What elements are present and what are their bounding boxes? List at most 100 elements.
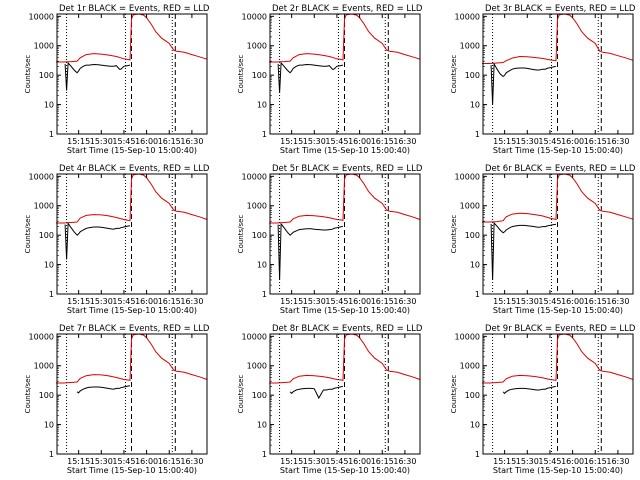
x-tick-label: 15:30	[303, 457, 326, 466]
panel-title: Det 5r BLACK = Events, RED = LLD	[272, 164, 423, 174]
x-axis-label: Start Time (15-Sep-10 15:00:40)	[493, 306, 623, 315]
plot-frame	[269, 13, 421, 135]
y-axis-label: Counts/sec	[450, 55, 458, 94]
x-tick-label: 15:30	[90, 137, 113, 146]
plot-frame	[56, 333, 208, 455]
series-line-lld	[269, 333, 421, 384]
x-tick-label: 16:30	[393, 297, 416, 306]
x-tick-label: 15:15	[67, 457, 90, 466]
x-tick-label: 16:00	[135, 457, 158, 466]
x-tick-label: 16:15	[584, 137, 607, 146]
x-tick-label: 16:15	[371, 137, 394, 146]
x-tick-label: 15:45	[325, 297, 348, 306]
detector-panel: Det 9r BLACK = Events, RED = LLD 1 10 100 10…	[450, 324, 636, 475]
y-tick-label: 1	[262, 290, 267, 299]
y-tick-label: 100	[39, 391, 54, 400]
series-line-lld	[56, 173, 208, 224]
y-tick-label: 1000	[460, 362, 480, 371]
panel-title: Det 9r BLACK = Events, RED = LLD	[485, 324, 636, 334]
series-line-events	[64, 222, 131, 260]
y-tick-label: 10000	[242, 172, 267, 181]
series-line-events	[277, 61, 344, 93]
y-tick-label: 100	[252, 71, 267, 80]
x-axis-label: Start Time (15-Sep-10 15:00:40)	[280, 146, 410, 155]
panel-grid: Det 1r BLACK = Events, RED = LLD 1 10 100 10…	[24, 4, 636, 475]
x-tick-label: 15:45	[112, 457, 135, 466]
y-tick-label: 100	[465, 71, 480, 80]
x-tick-label: 16:15	[158, 457, 181, 466]
x-tick-label: 15:45	[538, 457, 561, 466]
detector-panel: Det 5r BLACK = Events, RED = LLD 1 10 100 10…	[237, 164, 423, 315]
y-tick-label: 10000	[242, 12, 267, 21]
series-line-lld	[482, 13, 634, 64]
x-tick-label: 15:45	[325, 457, 348, 466]
x-axis-label: Start Time (15-Sep-10 15:00:40)	[493, 466, 623, 475]
y-tick-label: 1000	[247, 362, 267, 371]
series-line-lld	[269, 173, 421, 224]
y-tick-label: 1	[49, 290, 54, 299]
y-tick-label: 1000	[247, 202, 267, 211]
detector-panel: Det 6r BLACK = Events, RED = LLD 1 10 100 10…	[450, 164, 636, 315]
x-tick-label: 15:45	[112, 137, 135, 146]
plot-frame	[56, 173, 208, 295]
detector-panel: Det 3r BLACK = Events, RED = LLD 1 10 100 10…	[450, 4, 636, 155]
y-tick-label: 1000	[460, 202, 480, 211]
series-line-events	[502, 385, 557, 395]
x-tick-label: 15:15	[493, 457, 516, 466]
y-tick-label: 10000	[242, 332, 267, 341]
y-tick-label: 10000	[29, 332, 54, 341]
x-tick-label: 16:00	[135, 297, 158, 306]
y-tick-label: 1	[49, 130, 54, 139]
x-tick-label: 15:15	[67, 137, 90, 146]
y-tick-label: 10	[470, 421, 480, 430]
x-tick-label: 16:15	[371, 457, 394, 466]
y-tick-label: 10	[470, 261, 480, 270]
x-tick-label: 16:00	[561, 297, 584, 306]
y-axis-label: Counts/sec	[237, 215, 245, 254]
y-axis-label: Counts/sec	[24, 55, 32, 94]
y-tick-label: 100	[252, 391, 267, 400]
y-tick-label: 1	[262, 130, 267, 139]
y-axis-label: Counts/sec	[24, 375, 32, 414]
y-tick-label: 100	[465, 231, 480, 240]
y-tick-label: 1000	[34, 42, 54, 51]
series-line-lld	[269, 13, 421, 63]
x-tick-label: 15:15	[280, 297, 303, 306]
detector-panel: Det 4r BLACK = Events, RED = LLD 1 10 100 10…	[24, 164, 210, 315]
x-tick-label: 16:30	[180, 457, 203, 466]
x-tick-label: 15:30	[516, 137, 539, 146]
x-tick-label: 16:15	[158, 137, 181, 146]
plot-frame	[56, 13, 208, 135]
x-axis-label: Start Time (15-Sep-10 15:00:40)	[280, 306, 410, 315]
x-tick-label: 16:30	[393, 457, 416, 466]
series-line-lld	[56, 333, 208, 384]
y-tick-label: 10	[257, 261, 267, 270]
y-tick-label: 1	[49, 450, 54, 459]
y-axis-label: Counts/sec	[450, 375, 458, 414]
y-tick-label: 10000	[455, 332, 480, 341]
x-tick-label: 15:15	[280, 457, 303, 466]
y-tick-label: 100	[465, 391, 480, 400]
y-tick-label: 1000	[34, 202, 54, 211]
x-tick-label: 16:00	[348, 457, 371, 466]
y-axis-label: Counts/sec	[24, 215, 32, 254]
plot-frame	[269, 333, 421, 455]
x-tick-label: 16:30	[393, 137, 416, 146]
x-axis-label: Start Time (15-Sep-10 15:00:40)	[493, 146, 623, 155]
panel-title: Det 1r BLACK = Events, RED = LLD	[59, 4, 210, 14]
y-axis-label: Counts/sec	[237, 375, 245, 414]
y-tick-label: 10	[470, 101, 480, 110]
series-line-events	[64, 61, 131, 91]
y-tick-label: 10	[257, 421, 267, 430]
series-line-events	[76, 385, 131, 394]
series-line-events	[490, 221, 557, 281]
detector-panel: Det 1r BLACK = Events, RED = LLD 1 10 100 10…	[24, 4, 210, 155]
y-tick-label: 10	[257, 101, 267, 110]
panel-title: Det 8r BLACK = Events, RED = LLD	[272, 324, 423, 334]
y-tick-label: 1	[262, 450, 267, 459]
x-axis-label: Start Time (15-Sep-10 15:00:40)	[67, 306, 197, 315]
panel-title: Det 4r BLACK = Events, RED = LLD	[59, 164, 210, 174]
y-axis-label: Counts/sec	[237, 55, 245, 94]
x-axis-label: Start Time (15-Sep-10 15:00:40)	[280, 466, 410, 475]
